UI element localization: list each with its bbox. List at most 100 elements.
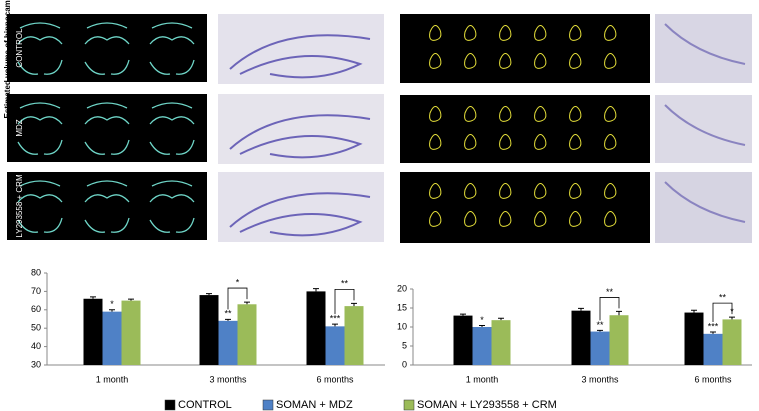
y-tick-label: 5 (402, 340, 407, 350)
significance: ** (341, 279, 349, 289)
hippocampus-outline (499, 134, 512, 150)
x-tick-label: 3 months (209, 374, 247, 384)
legend-swatch (164, 399, 176, 411)
hippocampus-outline (429, 134, 442, 150)
error-bar (332, 323, 338, 327)
hippocampus-outline (429, 53, 442, 69)
hippocampus-outline (569, 25, 582, 41)
error-bar (225, 318, 231, 321)
significance: ** (596, 320, 604, 330)
hippocampus-outline (499, 183, 512, 199)
bar (722, 319, 742, 365)
row-label: LY293558 + CRM (15, 174, 24, 238)
bar (571, 310, 591, 365)
hippocampus-outline (569, 53, 582, 69)
bar (472, 327, 492, 365)
bar (199, 295, 219, 365)
outline-panel (400, 172, 650, 243)
image-panels (7, 14, 752, 243)
y-tick-label: 50 (31, 323, 41, 333)
histology-stroke (664, 181, 746, 223)
hippocampus-outline (429, 106, 442, 122)
bar (121, 300, 141, 365)
hippocampus-outline (429, 211, 442, 227)
y-tick-label: 80 (31, 267, 41, 277)
hippocampus-outline (17, 102, 63, 155)
hippocampus-outline (499, 25, 512, 41)
hippocampus-outline (149, 22, 195, 75)
x-tick-label: 3 months (581, 374, 619, 384)
error-bar (710, 331, 716, 334)
hippocampus-outline (569, 183, 582, 199)
bar (83, 298, 103, 365)
hippocampus-outline (569, 134, 582, 150)
significance: *** (330, 314, 341, 324)
hippocampus-outline (569, 211, 582, 227)
bar (237, 304, 257, 365)
error-bar (729, 316, 735, 320)
y-tick-label: 60 (31, 304, 41, 314)
significance-bracket (599, 297, 620, 321)
hippocampus-outline (464, 25, 477, 41)
error-bar (90, 296, 96, 299)
hippocampus-outline (464, 53, 477, 69)
hippocampus-outline (499, 53, 512, 69)
y-tick-label: 70 (31, 286, 41, 296)
row-label: CONTROL (15, 28, 24, 68)
histology-image (655, 95, 752, 163)
hippocampus-outline (464, 211, 477, 227)
histology-stroke (229, 34, 371, 79)
significance-bracket (227, 287, 248, 310)
hippocampus-outline (17, 22, 63, 75)
significance: * (110, 299, 114, 309)
x-tick-label: 6 months (316, 374, 354, 384)
row-label: MDZ (15, 119, 24, 136)
bar (102, 311, 122, 365)
error-bar (597, 329, 603, 332)
hippocampus-outline (84, 22, 130, 75)
error-bar (691, 309, 697, 313)
error-bar (244, 301, 250, 305)
error-bar (313, 288, 319, 292)
error-bar (109, 309, 115, 312)
significance: ** (606, 287, 614, 297)
hippocampus-outline (149, 102, 195, 155)
bar (590, 331, 610, 365)
hippocampus-outline (464, 134, 477, 150)
legend-label: SOMAN + MDZ (276, 399, 353, 411)
x-tick-label: 6 months (694, 374, 732, 384)
hippocampus-outline (464, 106, 477, 122)
histology-image (655, 172, 752, 243)
histology-stroke (664, 104, 746, 146)
y-tick-label: 20 (397, 283, 407, 293)
significance-bracket (334, 288, 355, 315)
significance-bracket (712, 302, 733, 322)
bar (491, 320, 511, 365)
error-bar (498, 317, 504, 321)
error-bar (128, 298, 134, 301)
y-axis-label: Estimated volume of hippocampus (mm³) (3, 0, 12, 118)
hippocampus-outline (604, 53, 617, 69)
hippocampus-outline (534, 106, 547, 122)
outline-panel (7, 94, 207, 162)
hippocampus-outline (534, 211, 547, 227)
hippocampus-outline (569, 106, 582, 122)
y-tick-label: 40 (31, 341, 41, 351)
hippocampus-outline (17, 180, 63, 233)
significance: ** (224, 309, 232, 319)
y-tick-label: 30 (31, 359, 41, 369)
hippocampus-outline (604, 106, 617, 122)
error-bar (616, 310, 622, 316)
significance: * (236, 277, 240, 287)
outline-panel (7, 14, 207, 82)
error-bar (351, 302, 357, 307)
histology-stroke (229, 114, 371, 159)
hippocampus-outline (534, 183, 547, 199)
error-bar (479, 324, 485, 327)
hippocampus-outline (84, 102, 130, 155)
hippocampus-outline (534, 134, 547, 150)
y-tick-label: 0 (402, 359, 407, 369)
error-bar (578, 307, 584, 311)
bar (344, 306, 364, 365)
